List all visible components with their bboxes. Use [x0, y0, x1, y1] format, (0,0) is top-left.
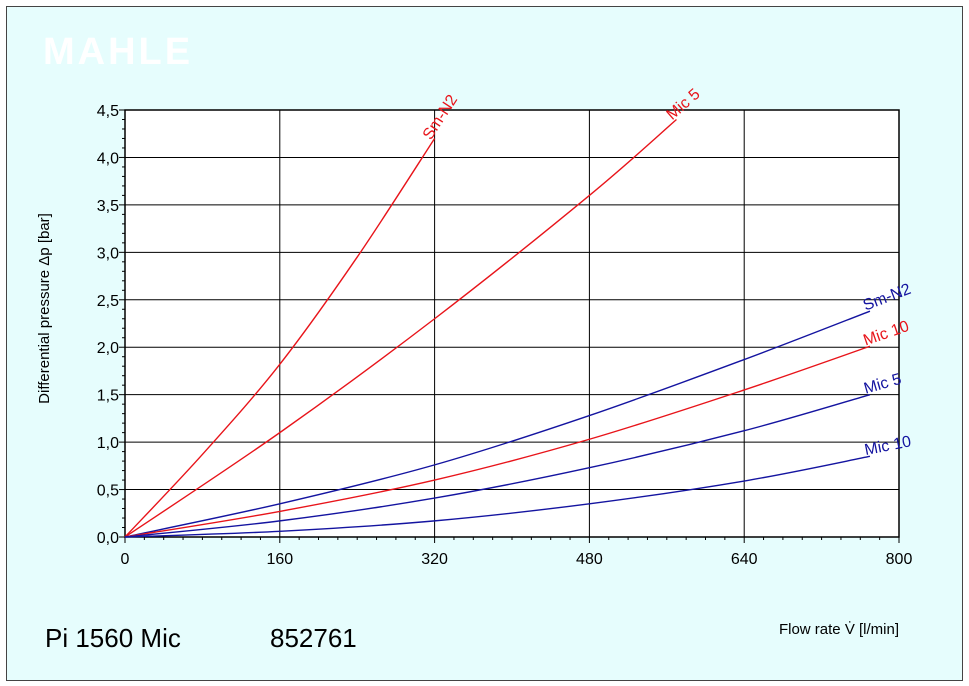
pressure-flow-chart: MAHLE 0,0 0,5 1,0 1,5 2,0 2,5 3,0 3,5 4,0 4,5 0 160… [36, 31, 914, 653]
series-line [124, 455, 871, 538]
plot-area [125, 110, 899, 537]
y-tick-label: 1,0 [97, 435, 119, 452]
y-tick-label: 1,5 [97, 388, 119, 405]
series-line [124, 393, 871, 538]
chart-frame: MAHLE 0,0 0,5 1,0 1,5 2,0 2,5 3,0 3,5 4,0 4,5 0 160… [6, 6, 963, 681]
series-line [124, 310, 871, 538]
series-lines [124, 118, 871, 538]
grid [124, 109, 900, 538]
tick-marks [119, 109, 900, 543]
y-tick-label: 2,0 [97, 340, 119, 357]
x-tick-label: 800 [886, 551, 913, 568]
tick-labels: 0,0 0,5 1,0 1,5 2,0 2,5 3,0 3,5 4,0 4,5 0 160 320 480… [97, 103, 913, 568]
y-tick-label: 3,0 [97, 245, 119, 262]
filter-model-caption: Pi 1560 Mic [45, 623, 181, 653]
series-line [124, 345, 871, 538]
y-tick-label: 2,5 [97, 293, 119, 310]
y-tick-label: 0,5 [97, 483, 119, 500]
x-tick-label: 480 [576, 551, 603, 568]
x-tick-label: 160 [266, 551, 293, 568]
part-number-caption: 852761 [270, 623, 357, 653]
x-axis-title: Flow rate V̇ [l/min] [779, 621, 899, 638]
y-tick-label: 4,5 [97, 103, 119, 120]
mahle-watermark: MAHLE [43, 31, 193, 73]
y-tick-label: 0,0 [97, 530, 119, 547]
x-tick-label: 320 [421, 551, 448, 568]
x-tick-label: 0 [121, 551, 130, 568]
y-tick-label: 3,5 [97, 198, 119, 215]
y-tick-label: 4,0 [97, 150, 119, 167]
series-line [124, 138, 436, 538]
series-line [124, 118, 677, 538]
y-axis-title: Differential pressure Δp [bar] [36, 213, 53, 404]
x-tick-label: 640 [731, 551, 758, 568]
